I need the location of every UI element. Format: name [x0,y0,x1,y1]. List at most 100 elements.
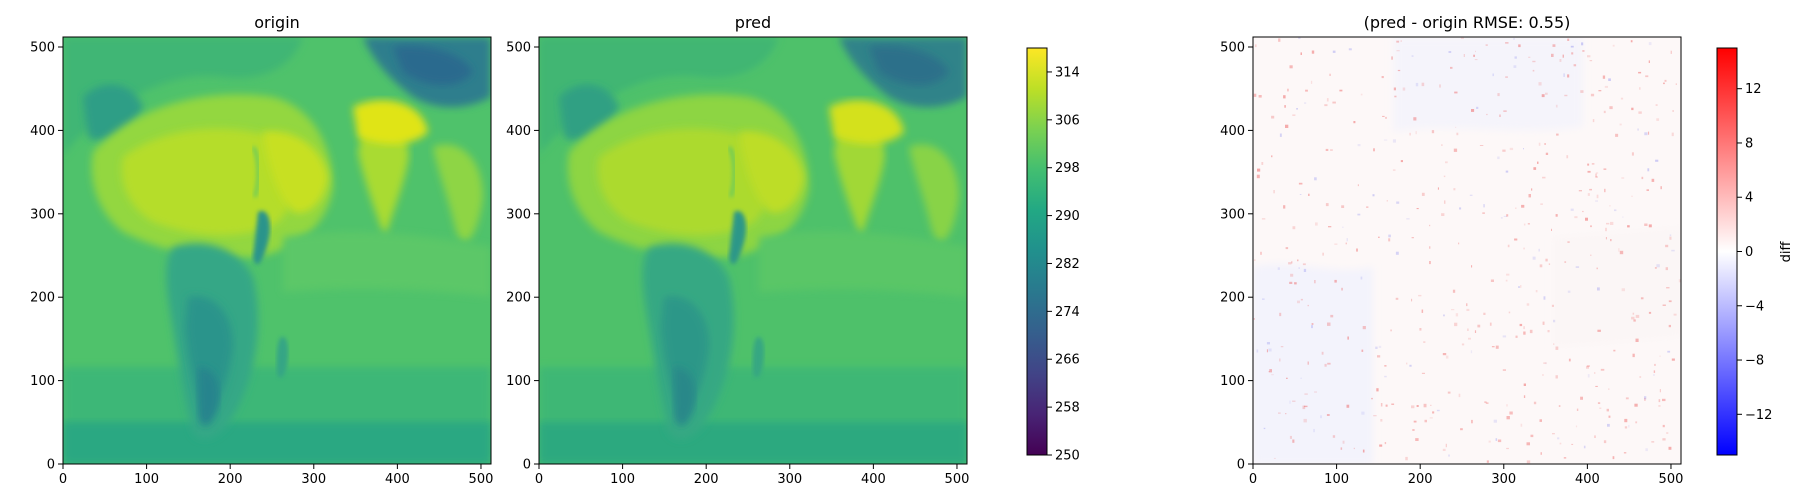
diff-speckle [1628,424,1630,428]
diff-speckle [1540,452,1542,455]
axis-ticks-pred: 0 100 200 300 400 500 0 100 200 300 400 500 [506,41,969,487]
diff-speckle [1330,149,1333,151]
diff-speckle [1638,111,1642,114]
diff-speckle [1597,287,1600,291]
diff-speckle [1621,288,1625,292]
diff-speckle [1326,98,1329,102]
diff-speckle [1514,56,1517,59]
diff-speckle [1555,104,1558,108]
diff-speckle [1461,343,1465,346]
diff-speckle [1257,168,1261,172]
diff-speckle [1268,371,1270,373]
diff-speckle [1578,190,1582,192]
diff-speckle [1608,388,1610,390]
diff-speckle [1639,376,1642,378]
diff-speckle [1595,172,1599,174]
diff-speckle [1662,304,1666,306]
diff-speckle [1357,213,1361,216]
colorbar-tick-label: 282 [1055,257,1080,272]
diff-speckle [1662,424,1665,428]
diff-speckle [1589,60,1593,62]
diff-speckle [1453,148,1458,152]
diff-speckle [1614,209,1617,212]
diff-speckle [1541,94,1545,98]
diff-speckle [1555,214,1558,217]
diff-speckle [1620,97,1624,100]
colorbar-viridis-bar [1026,47,1048,456]
diff-speckle [1499,114,1501,117]
diff-speckle [1325,148,1329,151]
diff-speckle [1292,226,1296,230]
diff-speckle [1488,440,1491,443]
diff-speckle [1542,176,1546,179]
diff-speckle [1532,60,1536,63]
diff-speckle [1416,405,1419,407]
diff-speckle [1582,50,1585,52]
diff-speckle [1395,251,1399,255]
y-tick-label: 100 [506,374,531,389]
diff-speckle [1587,374,1590,378]
colorbar-diff-ticks: −12 −8 −4 0 4 8 12 [1737,82,1772,423]
diff-speckle [1645,448,1648,452]
diff-speckle [1442,448,1446,451]
x-tick-label: 0 [1249,472,1257,487]
diff-speckle [1602,75,1606,79]
diff-speckle [1445,161,1448,164]
diff-speckle [1526,460,1531,464]
x-tick-label: 200 [694,472,719,487]
diff-speckle [1466,303,1468,307]
diff-speckle [1261,162,1264,165]
heatmap-origin [63,37,491,464]
diff-speckle [1666,287,1670,289]
diff-speckle [1328,226,1332,228]
diff-speckle [1624,426,1628,429]
diff-speckle [1612,456,1615,460]
diff-speckle [1415,131,1417,135]
diff-speckle [1658,405,1661,407]
diff-speckle [1400,40,1402,42]
diff-speckle [1653,374,1655,376]
x-tick-label: 400 [1575,472,1600,487]
diff-speckle [1645,75,1649,78]
diff-speckle [1567,241,1570,243]
diff-speckle [1463,54,1465,57]
diff-speckle [1531,188,1533,191]
diff-speckle [1310,80,1313,84]
diff-speckle [1361,349,1364,352]
diff-speckle [1653,370,1656,373]
diff-speckle [1568,358,1571,362]
diff-speckle [1483,204,1485,208]
diff-speckle [1392,169,1396,171]
diff-speckle [1665,267,1668,271]
diff-speckle [1483,312,1486,315]
y-tick-label: 100 [1220,374,1245,389]
diff-speckle [1502,369,1506,371]
diff-speckle [1518,44,1521,48]
diff-speckle [1429,261,1431,265]
axes-frame-origin [62,36,492,465]
diff-speckle [1604,188,1606,193]
diff-speckle [1380,403,1383,407]
x-tick-label: 100 [610,472,635,487]
diff-speckle [1384,375,1387,378]
diff-speckle [1442,353,1447,356]
diff-speckle [1495,438,1498,441]
diff-speckle [1609,205,1611,207]
colorbar-tick-label: 0 [1745,245,1753,260]
diff-speckle [1515,335,1518,338]
diff-speckle [1489,322,1492,326]
diff-speckle [1603,110,1606,114]
colorbar-diff-label: diff [1779,241,1794,263]
diff-speckle [1289,435,1292,439]
diff-speckle [1635,421,1638,424]
diff-speckle [1313,428,1315,433]
diff-speckle [1624,418,1628,423]
x-tick-label: 100 [1324,472,1349,487]
diff-speckle [1409,132,1411,136]
diff-speckle [1644,223,1648,226]
diff-speckle [1613,349,1616,352]
diff-speckle [1580,396,1583,400]
diff-speckle [1592,119,1595,123]
diff-speckle [1659,355,1661,357]
diff-speckle [1528,56,1531,58]
